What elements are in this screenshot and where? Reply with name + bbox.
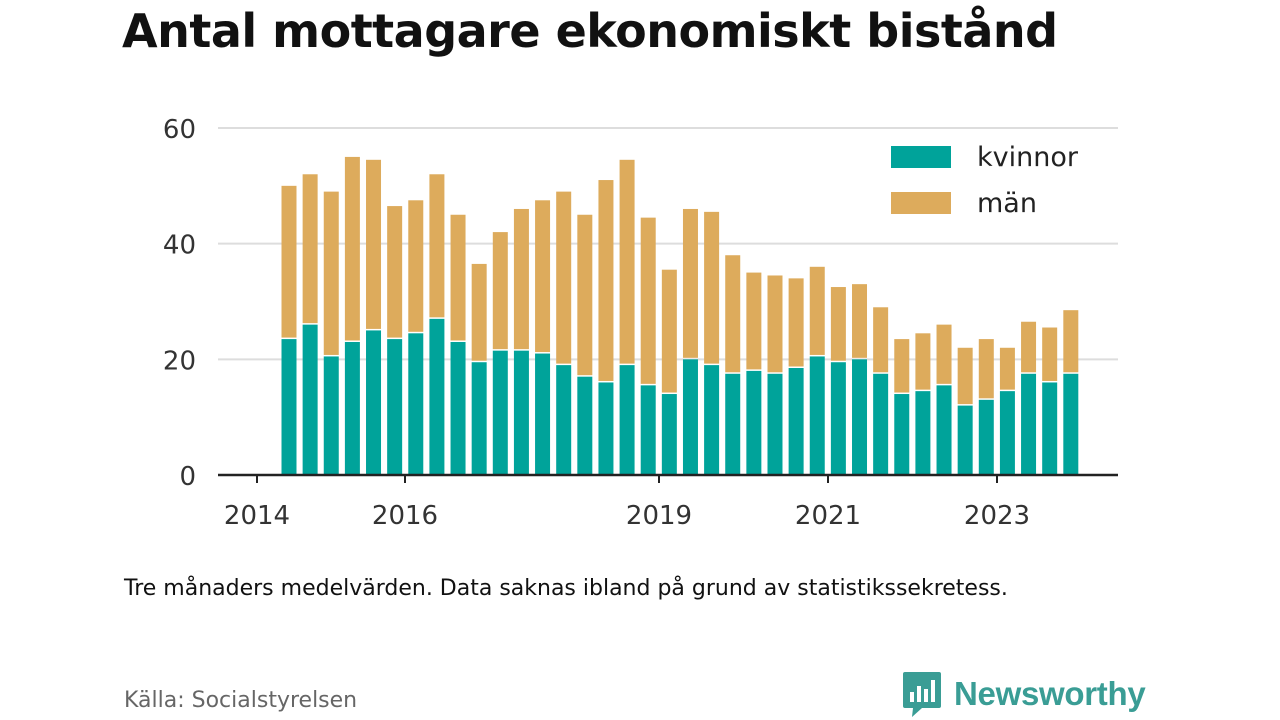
x-tick-label: 2016: [372, 501, 438, 531]
bar-kvinnor: [471, 362, 487, 475]
bar-man: [535, 200, 551, 353]
legend: kvinnor män: [891, 142, 1079, 219]
bar-man: [894, 339, 910, 393]
bar-man: [999, 347, 1015, 390]
chart-title: Antal mottagare ekonomiskt bistånd: [122, 4, 1058, 58]
bar-kvinnor: [535, 353, 551, 475]
bar-kvinnor: [767, 373, 783, 475]
bar-man: [809, 266, 825, 355]
bar-kvinnor: [915, 391, 931, 475]
bar-kvinnor: [640, 385, 656, 475]
bar-man: [471, 263, 487, 361]
x-tick-label: 2019: [626, 501, 692, 531]
bar-kvinnor: [556, 365, 572, 475]
bar-man: [1063, 310, 1079, 373]
bar-kvinnor: [978, 399, 994, 475]
bar-kvinnor: [725, 373, 741, 475]
bar-kvinnor: [894, 394, 910, 475]
bar-kvinnor: [387, 339, 403, 475]
bar-man: [725, 255, 741, 373]
bar-man: [619, 159, 635, 364]
bar-chart-speech-bubble-icon: [903, 672, 941, 717]
bar-man: [746, 272, 762, 370]
bar-kvinnor: [999, 391, 1015, 475]
bar-man: [957, 347, 973, 405]
legend-label: kvinnor: [977, 142, 1079, 173]
bar-kvinnor: [323, 356, 339, 475]
bar-kvinnor: [513, 350, 529, 475]
bar-man: [344, 156, 360, 341]
bar-man: [387, 206, 403, 338]
bars: [281, 156, 1079, 475]
bar-kvinnor: [366, 330, 382, 475]
axes: 0 20 40 60 2014 2016 2019 2021 2023: [163, 115, 1118, 531]
chart-note: Tre månaders medelvärden. Data saknas ib…: [124, 576, 1008, 601]
bar-man: [661, 269, 677, 393]
bar-man: [640, 217, 656, 384]
bar-kvinnor: [809, 356, 825, 475]
legend-swatch: [891, 146, 951, 168]
bar-kvinnor: [1021, 373, 1037, 475]
bar-man: [408, 200, 424, 332]
x-tick-label: 2014: [224, 501, 290, 531]
bar-kvinnor: [577, 376, 593, 475]
bar-man: [556, 191, 572, 364]
bar-man: [873, 307, 889, 373]
bar-man: [513, 208, 529, 350]
bar-kvinnor: [704, 365, 720, 475]
bar-man: [1021, 321, 1037, 373]
legend-label: män: [977, 188, 1037, 219]
bar-kvinnor: [281, 339, 297, 475]
bar-kvinnor: [873, 373, 889, 475]
y-tick-label: 0: [179, 462, 196, 492]
y-tick-label: 20: [163, 346, 196, 376]
bar-kvinnor: [957, 405, 973, 475]
bar-kvinnor: [344, 341, 360, 475]
bar-kvinnor: [830, 362, 846, 475]
bar-man: [1042, 327, 1058, 381]
bar-man: [429, 174, 445, 318]
bar-kvinnor: [598, 382, 614, 475]
legend-swatch: [891, 192, 951, 214]
bar-man: [323, 191, 339, 355]
bar-man: [767, 275, 783, 373]
brand-name: Newsworthy: [954, 675, 1146, 712]
bar-man: [577, 214, 593, 376]
x-tick-label: 2021: [795, 501, 861, 531]
x-tick-label: 2023: [964, 501, 1030, 531]
bar-man: [704, 211, 720, 364]
bar-kvinnor: [661, 394, 677, 475]
bar-man: [978, 339, 994, 399]
bar-kvinnor: [936, 385, 952, 475]
bar-man: [492, 232, 508, 350]
bar-kvinnor: [408, 333, 424, 475]
bar-kvinnor: [1042, 382, 1058, 475]
bar-kvinnor: [852, 359, 868, 475]
bar-kvinnor: [492, 350, 508, 475]
bar-man: [450, 214, 466, 341]
source-credit: Källa: Socialstyrelsen: [124, 688, 358, 713]
y-tick-label: 40: [163, 231, 196, 261]
bar-kvinnor: [1063, 373, 1079, 475]
bar-man: [281, 185, 297, 338]
bar-kvinnor: [746, 370, 762, 475]
y-tick-label: 60: [163, 115, 196, 145]
bar-man: [682, 208, 698, 358]
bar-kvinnor: [682, 359, 698, 475]
bar-man: [788, 278, 804, 367]
bar-kvinnor: [302, 324, 318, 475]
bar-man: [366, 159, 382, 329]
bar-kvinnor: [619, 365, 635, 475]
bar-kvinnor: [788, 368, 804, 475]
bar-man: [598, 180, 614, 381]
bar-kvinnor: [429, 318, 445, 475]
bar-man: [936, 324, 952, 384]
bar-kvinnor: [450, 341, 466, 475]
bar-man: [915, 333, 931, 390]
bar-man: [302, 174, 318, 324]
bar-man: [852, 284, 868, 358]
brand-logo[interactable]: Newsworthy: [902, 670, 1146, 718]
bar-man: [830, 287, 846, 361]
